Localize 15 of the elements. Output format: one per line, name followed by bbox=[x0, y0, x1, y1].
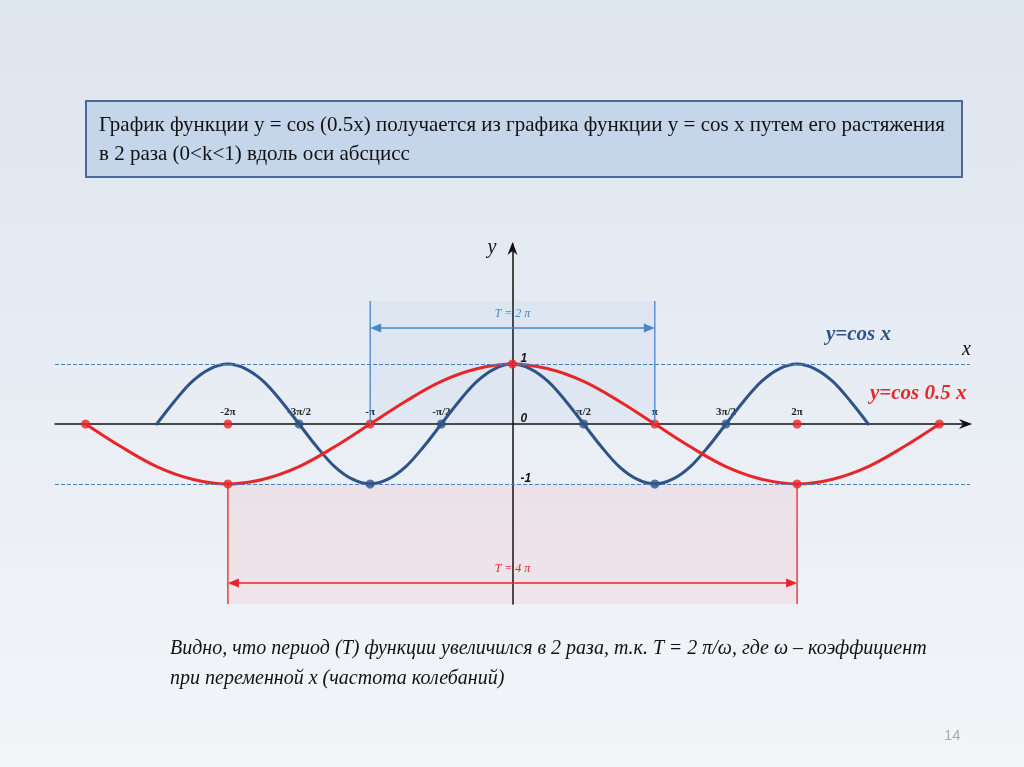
series-label: y=cos 0.5 x bbox=[870, 380, 967, 405]
x-axis-title: x bbox=[961, 337, 971, 359]
text: 14 bbox=[944, 725, 962, 745]
y-tick-label: -1 bbox=[520, 471, 532, 485]
y-axis-title: y bbox=[485, 235, 497, 258]
y-tick-label: 1 bbox=[520, 351, 528, 365]
x-tick-label: 2π bbox=[791, 404, 803, 417]
y-tick-label: 0 bbox=[520, 411, 528, 425]
x-tick-label: -2π bbox=[220, 404, 236, 417]
x-tick-label: π/2 bbox=[576, 404, 592, 417]
chart-title: График функции y = cos (0.5x) получается из графика функции y = cos x путем его растяжения в 2 раза (0<k<1) вдоль оси абсцисс bbox=[85, 100, 963, 178]
band-label: T = 4 π bbox=[494, 561, 531, 576]
text: Видно, что период (T) функции увеличился в 2 раза, т.к. T = 2 π/ω, где ω – коэффициент при переменной x (частота колебаний) bbox=[170, 635, 928, 691]
band-label: T = 2 π bbox=[494, 306, 531, 321]
series-label: y=cos x bbox=[826, 321, 892, 346]
